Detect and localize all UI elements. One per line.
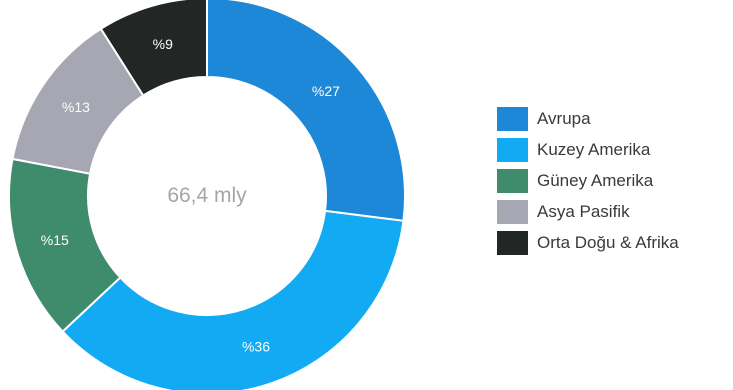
slice-value-label-0: %27 [312, 83, 340, 99]
slice-labels: %27 %36 %15 %13 %9 [41, 36, 340, 355]
slice-value-label-2: %15 [41, 232, 69, 248]
donut-slices [8, 0, 406, 390]
legend-label: Orta Doğu & Afrika [537, 233, 679, 252]
legend-item-2: Güney Amerika [497, 169, 679, 193]
legend-swatch [497, 138, 528, 162]
legend-label: Kuzey Amerika [537, 140, 651, 159]
legend-swatch [497, 169, 528, 193]
legend-swatch [497, 107, 528, 131]
legend-label: Avrupa [537, 109, 591, 128]
legend-swatch [497, 231, 528, 255]
donut-center-label: 66,4 mly [167, 184, 247, 207]
legend-swatch [497, 200, 528, 224]
legend-item-0: Avrupa [497, 107, 679, 131]
legend-item-4: Orta Doğu & Afrika [497, 231, 679, 255]
slice-value-label-4: %9 [153, 36, 173, 52]
chart-legend: Avrupa Kuzey Amerika Güney Amerika Asya Pas… [497, 107, 679, 262]
slice-4 [99, 0, 208, 97]
slice-value-label-3: %13 [62, 99, 90, 115]
slice-0 [206, 0, 406, 222]
legend-label: Güney Amerika [537, 171, 654, 190]
legend-item-3: Asya Pasifik [497, 200, 679, 224]
slice-1 [61, 209, 405, 390]
legend-label: Asya Pasifik [537, 202, 630, 221]
slice-value-label-1: %36 [242, 339, 270, 355]
legend-item-1: Kuzey Amerika [497, 138, 679, 162]
